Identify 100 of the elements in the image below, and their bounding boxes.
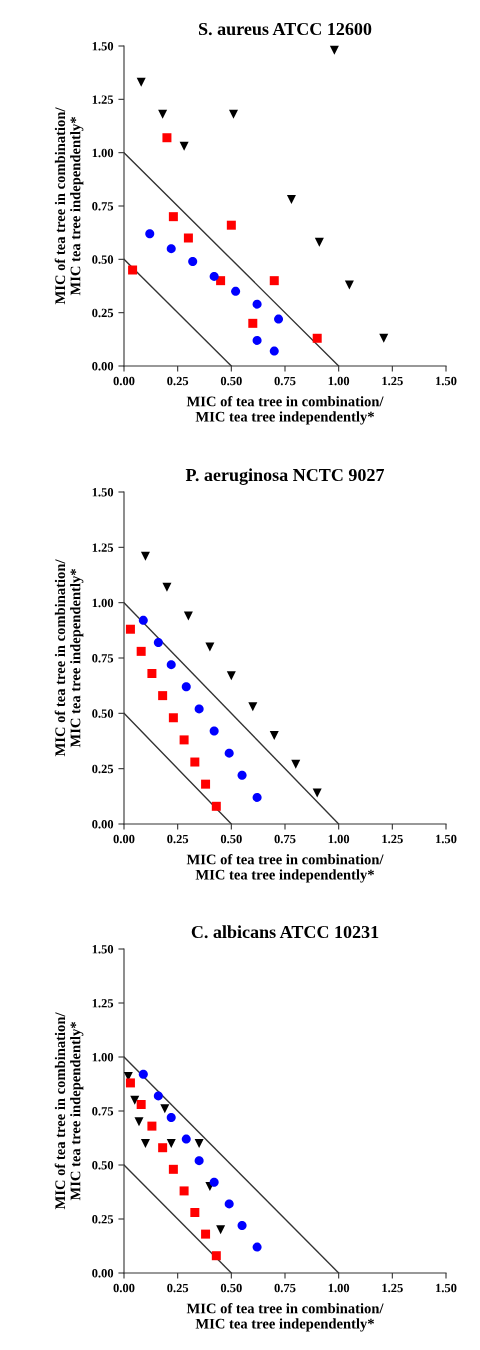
point bbox=[224, 1199, 234, 1209]
point bbox=[209, 726, 219, 736]
point bbox=[168, 1164, 178, 1174]
point bbox=[162, 582, 172, 592]
point bbox=[312, 333, 322, 343]
point bbox=[166, 660, 176, 670]
point bbox=[286, 195, 296, 205]
x-tick-label: 0.00 bbox=[113, 376, 135, 386]
point bbox=[274, 314, 284, 324]
point bbox=[211, 801, 221, 811]
point bbox=[168, 713, 178, 723]
point bbox=[140, 1138, 150, 1148]
y-tick-label: 1.25 bbox=[92, 95, 114, 104]
point bbox=[140, 551, 150, 561]
y-tick-label: 0.00 bbox=[92, 1269, 114, 1278]
point bbox=[181, 682, 191, 692]
point bbox=[194, 1138, 204, 1148]
point bbox=[226, 220, 236, 230]
point bbox=[216, 1225, 226, 1235]
x-tick-label: 1.50 bbox=[436, 376, 457, 386]
point bbox=[128, 265, 138, 275]
point bbox=[181, 1134, 191, 1144]
y-tick-label: 1.25 bbox=[92, 999, 114, 1008]
y-axis-title: MIC of tea tree in combination/ MIC tea tree independently* bbox=[54, 559, 84, 757]
point bbox=[125, 1078, 135, 1088]
y-tick-label: 1.00 bbox=[92, 1053, 114, 1062]
point bbox=[269, 276, 279, 286]
x-tick-label: 1.25 bbox=[382, 376, 403, 386]
point bbox=[138, 1069, 148, 1079]
x-tick-label: 0.25 bbox=[167, 834, 189, 844]
point bbox=[179, 1186, 189, 1196]
chart-title: C. albicans ATCC 10231 bbox=[191, 925, 379, 939]
x-axis-title: MIC of tea tree in combination/ MIC tea tree independently* bbox=[186, 1302, 384, 1332]
y-tick-label: 1.00 bbox=[92, 598, 114, 608]
x-tick-label: 0.00 bbox=[113, 834, 135, 844]
point bbox=[179, 141, 189, 151]
y-tick-label: 0.25 bbox=[92, 308, 114, 318]
point bbox=[190, 757, 200, 767]
point bbox=[205, 642, 215, 652]
point bbox=[190, 1208, 200, 1218]
chart-title: P. aeruginosa NCTC 9027 bbox=[185, 468, 385, 485]
y-tick-label: 0.75 bbox=[92, 654, 114, 663]
x-tick-label: 0.75 bbox=[274, 376, 296, 386]
x-tick-label: 1.50 bbox=[436, 1283, 457, 1293]
point bbox=[226, 671, 236, 681]
point bbox=[194, 704, 204, 714]
point bbox=[201, 779, 211, 789]
y-axis-title: MIC of tea tree in combination/ MIC tea tree independently* bbox=[54, 107, 84, 305]
y-tick-label: 0.25 bbox=[92, 1215, 114, 1224]
y-tick-label: 0.75 bbox=[92, 202, 114, 211]
point bbox=[194, 1156, 204, 1166]
point bbox=[166, 244, 176, 254]
x-tick-label: 1.00 bbox=[328, 834, 350, 844]
x-axis-title: MIC of tea tree in combination/ MIC tea tree independently* bbox=[186, 853, 384, 883]
x-tick-label: 1.50 bbox=[436, 834, 457, 844]
point bbox=[231, 286, 241, 296]
y-tick-label: 0.75 bbox=[92, 1107, 114, 1116]
point bbox=[248, 318, 258, 328]
point bbox=[168, 212, 178, 222]
point bbox=[136, 646, 146, 656]
point bbox=[209, 271, 219, 281]
point bbox=[158, 691, 168, 701]
point bbox=[153, 638, 163, 648]
x-tick-label: 0.50 bbox=[220, 1283, 242, 1293]
point bbox=[158, 1143, 168, 1153]
point bbox=[183, 233, 193, 243]
chart-title: S. aureus ATCC 12600 bbox=[199, 22, 372, 36]
point bbox=[147, 668, 157, 678]
point bbox=[211, 1251, 221, 1261]
point bbox=[158, 109, 168, 119]
point bbox=[252, 1242, 262, 1252]
x-tick-label: 0.50 bbox=[220, 376, 242, 386]
point bbox=[252, 299, 262, 309]
y-tick-label: 1.50 bbox=[92, 945, 114, 954]
point bbox=[237, 770, 247, 780]
x-tick-label: 0.00 bbox=[113, 1283, 135, 1293]
point bbox=[224, 748, 234, 758]
x-tick-label: 0.75 bbox=[274, 834, 296, 844]
x-tick-label: 0.75 bbox=[274, 1283, 296, 1293]
y-tick-label: 1.50 bbox=[92, 42, 114, 51]
y-tick-label: 1.50 bbox=[92, 488, 114, 497]
x-tick-label: 0.50 bbox=[220, 834, 242, 844]
point bbox=[138, 615, 148, 625]
point bbox=[248, 702, 258, 712]
x-tick-label: 1.25 bbox=[382, 834, 403, 844]
point bbox=[188, 256, 198, 266]
point bbox=[160, 1104, 170, 1114]
point bbox=[209, 1177, 219, 1187]
point bbox=[252, 792, 262, 802]
y-tick-label: 0.00 bbox=[92, 820, 114, 829]
point bbox=[216, 276, 226, 286]
point bbox=[166, 1112, 176, 1122]
point bbox=[252, 335, 262, 345]
y-axis-title: MIC of tea tree in combination/ MIC tea tree independently* bbox=[54, 1012, 84, 1210]
point bbox=[201, 1229, 211, 1239]
y-tick-label: 0.50 bbox=[92, 1161, 114, 1170]
point bbox=[344, 280, 354, 290]
x-axis-title: MIC of tea tree in combination/ MIC tea tree independently* bbox=[186, 395, 384, 425]
y-tick-label: 0.50 bbox=[92, 255, 114, 264]
y-tick-label: 0.25 bbox=[92, 764, 114, 774]
